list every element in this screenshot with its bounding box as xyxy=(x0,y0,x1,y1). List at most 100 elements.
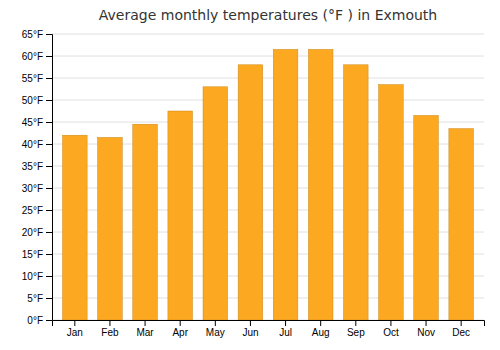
tick-label: 55°F xyxy=(22,73,43,84)
y-tick: 15°F xyxy=(22,249,52,260)
title: Average monthly temperatures (°F ) in Ex… xyxy=(99,7,437,23)
tick-mark xyxy=(426,320,427,326)
tick-label: Jun xyxy=(242,327,258,338)
y-axis: 0°F 5°F 10°F 15°F 20°F 25°F 30°F 35°F 40°F 45°F 50… xyxy=(22,29,53,326)
chart: Average monthly temperatures (°F ) in Ex… xyxy=(0,0,500,350)
tick-mark xyxy=(46,232,52,233)
tick-mark xyxy=(355,320,356,326)
tick-mark xyxy=(46,100,52,101)
tick-mark xyxy=(461,320,462,326)
axis-line xyxy=(46,35,53,321)
x-tick: Jan xyxy=(67,320,83,338)
tick-label: Feb xyxy=(101,327,119,338)
tick-label: Jan xyxy=(67,327,83,338)
y-tick: 30°F xyxy=(22,183,52,194)
x-axis: Jan Feb Mar Apr May Jun Jul Aug Sep Oct Nov Dec xyxy=(53,320,485,338)
tick-label: Oct xyxy=(383,327,399,338)
tick-label: 65°F xyxy=(22,29,43,40)
x-tick: Feb xyxy=(101,320,119,338)
tick-label: Aug xyxy=(312,327,330,338)
tick-mark xyxy=(46,320,52,321)
x-tick: Sep xyxy=(347,320,365,338)
tick-mark xyxy=(46,210,52,211)
y-tick: 60°F xyxy=(22,51,52,62)
y-tick: 50°F xyxy=(22,95,52,106)
tick-mark xyxy=(46,56,52,57)
tick-mark xyxy=(46,276,52,277)
y-tick: 25°F xyxy=(22,205,52,216)
bar xyxy=(414,115,439,320)
tick-mark xyxy=(320,320,321,326)
tick-mark xyxy=(46,166,52,167)
tick-mark xyxy=(250,320,251,326)
tick-label: Dec xyxy=(452,327,470,338)
y-tick: 40°F xyxy=(22,139,52,150)
bar xyxy=(98,137,123,320)
tick-mark xyxy=(285,320,286,326)
bar xyxy=(379,85,404,320)
tick-mark xyxy=(46,144,52,145)
bar xyxy=(273,49,298,320)
tick-label: 10°F xyxy=(22,271,43,282)
x-tick: Aug xyxy=(312,320,330,338)
grid-line xyxy=(52,56,484,57)
x-tick: Nov xyxy=(417,320,435,338)
y-tick: 20°F xyxy=(22,227,52,238)
tick-label: 20°F xyxy=(22,227,43,238)
tick-label: 40°F xyxy=(22,139,43,150)
tick-mark xyxy=(46,78,52,79)
grid-line xyxy=(52,34,484,35)
tick-mark xyxy=(180,320,181,326)
tick-label: Jul xyxy=(279,327,292,338)
bar xyxy=(133,124,158,320)
axis-line xyxy=(53,321,485,327)
bar xyxy=(203,87,228,320)
tick-label: 45°F xyxy=(22,117,43,128)
tick-label: 25°F xyxy=(22,205,43,216)
grid-line xyxy=(52,78,484,79)
tick-mark xyxy=(46,254,52,255)
tick-mark xyxy=(109,320,110,326)
tick-mark xyxy=(46,122,52,123)
x-tick: Mar xyxy=(136,320,154,338)
y-tick: 45°F xyxy=(22,117,52,128)
tick-mark xyxy=(46,298,52,299)
tick-mark xyxy=(46,188,52,189)
tick-label: 15°F xyxy=(22,249,43,260)
y-tick: 55°F xyxy=(22,73,52,84)
tick-label: 0°F xyxy=(27,315,43,326)
y-tick: 0°F xyxy=(27,315,52,326)
x-tick: May xyxy=(206,320,225,338)
bar xyxy=(168,111,193,320)
y-tick: 5°F xyxy=(27,293,52,304)
plot: 0°F 5°F 10°F 15°F 20°F 25°F 30°F 35°F 40°F 45°F 50… xyxy=(22,29,485,338)
tick-mark xyxy=(74,320,75,326)
tick-label: 30°F xyxy=(22,183,43,194)
grid xyxy=(52,34,484,320)
tick-label: May xyxy=(206,327,225,338)
tick-label: 50°F xyxy=(22,95,43,106)
bar xyxy=(344,65,369,320)
y-tick: 10°F xyxy=(22,271,52,282)
x-tick: Oct xyxy=(383,320,399,338)
x-tick: Apr xyxy=(172,320,188,338)
bars xyxy=(63,49,474,320)
bar xyxy=(308,49,333,320)
x-tick: Jun xyxy=(242,320,258,338)
y-tick: 65°F xyxy=(22,29,52,40)
tick-label: Apr xyxy=(172,327,188,338)
tick-label: Nov xyxy=(417,327,435,338)
x-tick: Jul xyxy=(279,320,292,338)
tick-label: 60°F xyxy=(22,51,43,62)
bar xyxy=(63,135,88,320)
tick-mark xyxy=(145,320,146,326)
grid-line xyxy=(52,100,484,101)
tick-label: 5°F xyxy=(27,293,43,304)
tick-mark xyxy=(46,34,52,35)
tick-label: 35°F xyxy=(22,161,43,172)
tick-mark xyxy=(215,320,216,326)
bar xyxy=(238,65,263,320)
tick-label: Mar xyxy=(136,327,154,338)
y-tick: 35°F xyxy=(22,161,52,172)
tick-mark xyxy=(390,320,391,326)
